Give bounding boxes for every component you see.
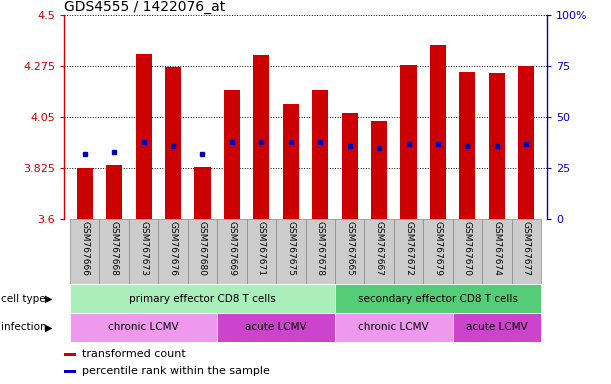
Text: ▶: ▶ — [45, 293, 52, 304]
Bar — [482, 219, 511, 284]
Bar — [158, 219, 188, 284]
Text: GSM767675: GSM767675 — [287, 221, 295, 276]
Bar — [335, 219, 364, 284]
Text: chronic LCMV: chronic LCMV — [359, 322, 429, 333]
Bar — [70, 284, 335, 313]
Text: GSM767670: GSM767670 — [463, 221, 472, 276]
Bar — [364, 219, 394, 284]
Text: chronic LCMV: chronic LCMV — [108, 322, 179, 333]
Text: percentile rank within the sample: percentile rank within the sample — [81, 366, 269, 376]
Bar — [335, 313, 453, 342]
Bar — [400, 65, 417, 219]
Bar — [188, 219, 217, 284]
Bar — [165, 67, 181, 219]
Bar — [511, 219, 541, 284]
Bar — [394, 219, 423, 284]
Bar — [335, 284, 541, 313]
Text: acute LCMV: acute LCMV — [466, 322, 528, 333]
Bar — [129, 219, 158, 284]
Bar — [217, 313, 335, 342]
Bar — [453, 313, 541, 342]
Bar — [253, 55, 269, 219]
Bar — [518, 66, 535, 219]
Bar — [70, 219, 100, 284]
Text: GSM767671: GSM767671 — [257, 221, 266, 276]
Text: GSM767678: GSM767678 — [316, 221, 324, 276]
Bar — [430, 45, 446, 219]
Bar — [306, 219, 335, 284]
Text: acute LCMV: acute LCMV — [245, 322, 307, 333]
Bar — [342, 113, 358, 219]
Text: GSM767668: GSM767668 — [110, 221, 119, 276]
Text: cell type: cell type — [1, 293, 46, 304]
Bar — [70, 313, 217, 342]
Text: GSM767672: GSM767672 — [404, 221, 413, 276]
Bar — [194, 167, 211, 219]
Text: transformed count: transformed count — [81, 349, 185, 359]
Text: GSM767666: GSM767666 — [80, 221, 89, 276]
Bar — [312, 90, 328, 219]
Text: primary effector CD8 T cells: primary effector CD8 T cells — [129, 293, 276, 304]
Text: GSM767677: GSM767677 — [522, 221, 531, 276]
Text: GSM767674: GSM767674 — [492, 221, 501, 276]
Text: GSM767680: GSM767680 — [198, 221, 207, 276]
Bar — [136, 54, 152, 219]
Text: GDS4555 / 1422076_at: GDS4555 / 1422076_at — [64, 0, 225, 14]
Bar — [247, 219, 276, 284]
Bar — [217, 219, 247, 284]
Bar — [64, 370, 76, 373]
Text: GSM767669: GSM767669 — [227, 221, 236, 276]
Bar — [423, 219, 453, 284]
Text: GSM767676: GSM767676 — [169, 221, 178, 276]
Bar — [100, 219, 129, 284]
Text: secondary effector CD8 T cells: secondary effector CD8 T cells — [358, 293, 518, 304]
Text: GSM767679: GSM767679 — [433, 221, 442, 276]
Bar — [224, 90, 240, 219]
Text: ▶: ▶ — [45, 322, 52, 333]
Bar — [283, 104, 299, 219]
Bar — [371, 121, 387, 219]
Bar — [453, 219, 482, 284]
Text: GSM767667: GSM767667 — [375, 221, 384, 276]
Text: infection: infection — [1, 322, 47, 333]
Bar — [276, 219, 306, 284]
Text: GSM767673: GSM767673 — [139, 221, 148, 276]
Bar — [106, 165, 122, 219]
Bar — [64, 353, 76, 356]
Bar — [76, 168, 93, 219]
Bar — [489, 73, 505, 219]
Bar — [459, 72, 475, 219]
Text: GSM767665: GSM767665 — [345, 221, 354, 276]
